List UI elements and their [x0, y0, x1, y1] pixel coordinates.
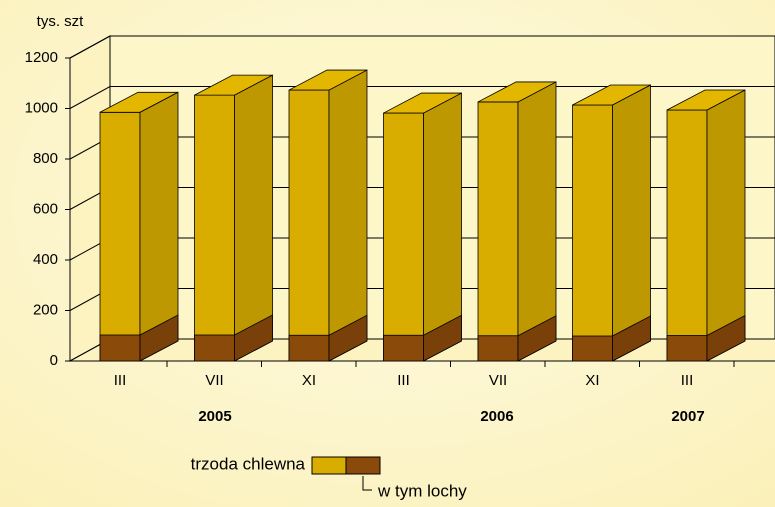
y-tick-label: 0 — [50, 352, 58, 369]
group-label: 2006 — [480, 408, 513, 425]
bar-front — [99, 111, 141, 362]
bar-side — [706, 314, 746, 362]
y-tick-label: 1200 — [25, 49, 58, 66]
x-tick-label: III — [681, 372, 694, 389]
bar-top — [99, 91, 179, 113]
bar-top — [383, 92, 462, 114]
bar-front — [477, 101, 519, 362]
bar-front — [383, 334, 424, 362]
bar-front — [288, 89, 330, 362]
legend-swatch — [311, 456, 347, 475]
bar-front — [194, 94, 235, 362]
bar-front — [666, 335, 708, 362]
y-tick-label: 800 — [33, 150, 58, 167]
bar-top — [194, 74, 273, 96]
bar-side — [423, 314, 462, 362]
bar-side — [612, 315, 651, 362]
bar-side — [139, 314, 179, 362]
y-tick-label: 400 — [33, 251, 58, 268]
x-tick-label: XI — [585, 372, 599, 389]
bar-front — [288, 334, 330, 362]
bar-top — [666, 89, 746, 111]
bar-side — [328, 69, 368, 362]
y-axis-title: tys. szt — [37, 13, 85, 30]
legend-swatch — [345, 456, 381, 475]
x-tick-label: III — [397, 372, 410, 389]
bar-side — [328, 314, 368, 362]
x-tick-label: VII — [205, 372, 223, 389]
legend-label: w tym lochy — [377, 481, 467, 500]
y-tick-label: 200 — [33, 301, 58, 318]
bar-front — [383, 112, 424, 362]
bar-front — [194, 334, 235, 362]
y-tick-label: 600 — [33, 200, 58, 217]
y-tick-label: 1000 — [25, 99, 58, 116]
bar-side — [517, 315, 557, 362]
x-tick-label: III — [114, 372, 127, 389]
group-label: 2007 — [671, 408, 704, 425]
grid-line — [69, 35, 775, 59]
bar-top — [572, 84, 651, 106]
bar-front — [572, 104, 613, 362]
bar-front — [99, 334, 141, 362]
legend-label: trzoda chlewna — [191, 454, 306, 473]
x-tick-label: XI — [302, 372, 316, 389]
bar-front — [572, 335, 613, 362]
bar-side — [234, 314, 273, 362]
bar-front — [666, 109, 708, 362]
bar-top — [288, 69, 368, 91]
group-label: 2005 — [198, 408, 231, 425]
x-tick-label: VII — [489, 372, 507, 389]
legend-leader — [362, 476, 372, 491]
bar-front — [477, 335, 519, 362]
bar-top — [477, 81, 557, 103]
